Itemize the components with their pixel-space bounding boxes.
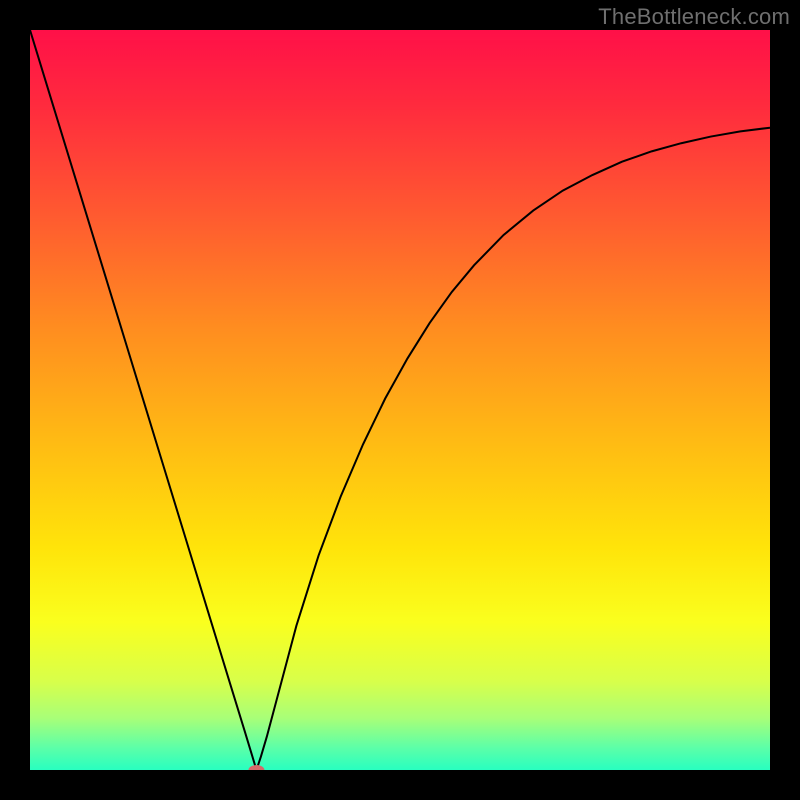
plot-svg <box>30 30 770 770</box>
watermark-text: TheBottleneck.com <box>598 4 790 30</box>
chart-frame: TheBottleneck.com <box>0 0 800 800</box>
plot-background <box>30 30 770 770</box>
